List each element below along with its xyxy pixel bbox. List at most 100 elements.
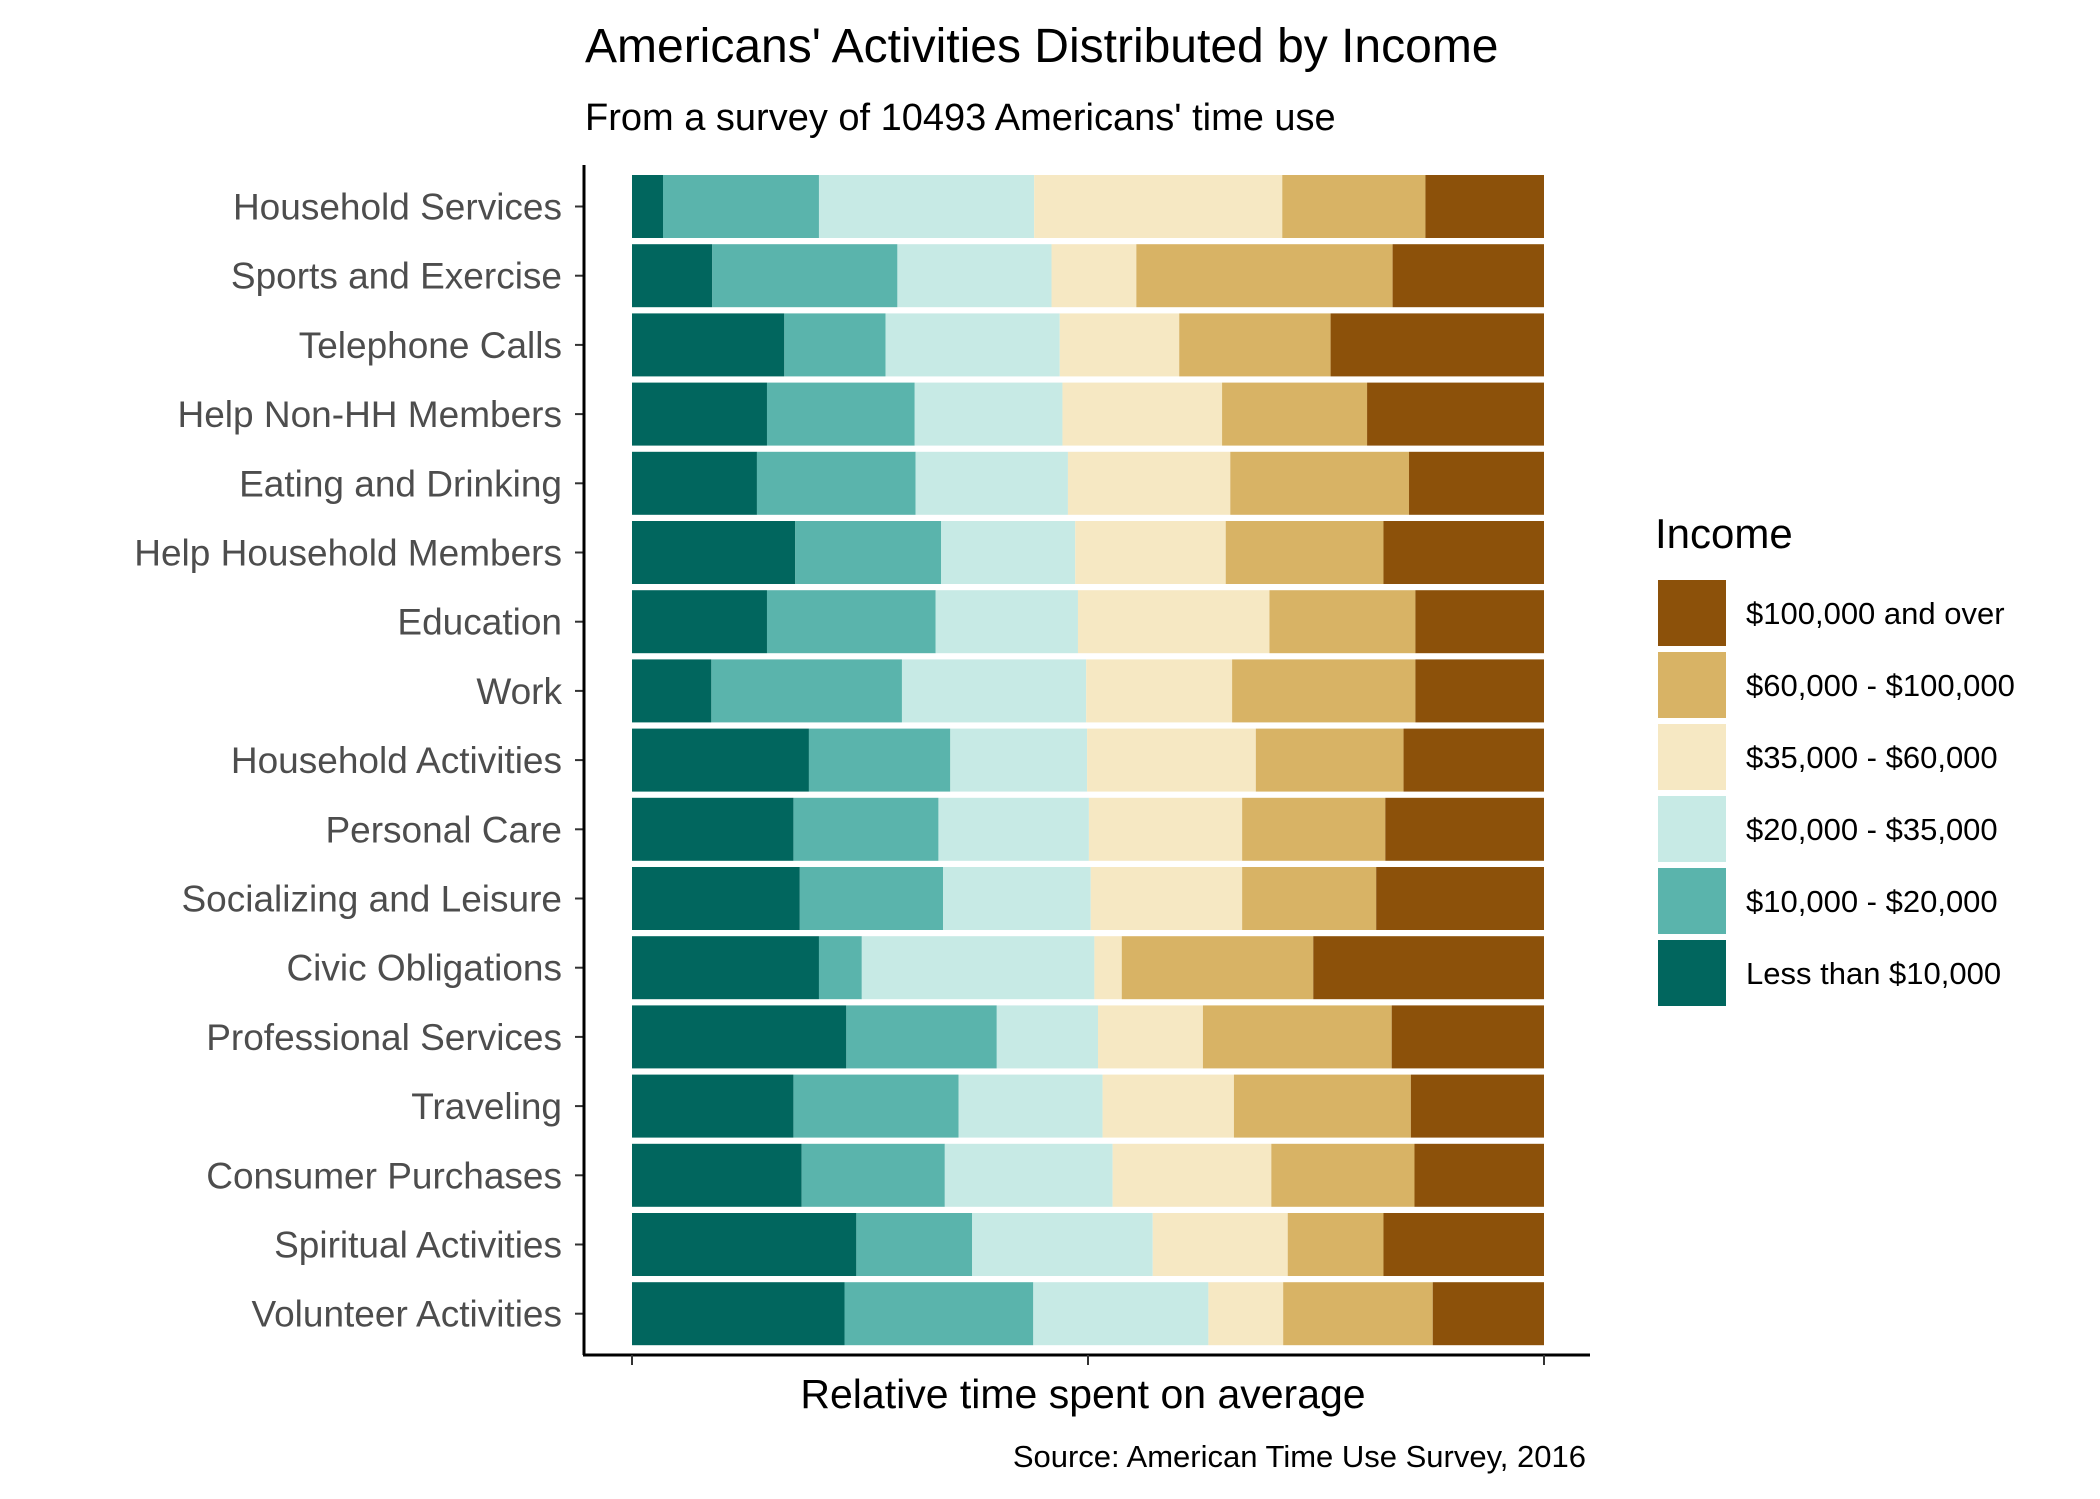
bar-volunteer-activities-60-000-100-000 — [1283, 1282, 1433, 1346]
bar-spiritual-activities-10-000-20-000 — [856, 1213, 973, 1276]
bar-traveling-10-000-20-000 — [793, 1074, 959, 1138]
bar-socializing-and-leisure-35-000-60-000 — [1090, 867, 1243, 930]
axes — [575, 165, 1590, 1365]
bar-consumer-purchases-10-000-20-000 — [801, 1143, 945, 1207]
bar-volunteer-activities-35-000-60-000 — [1208, 1282, 1284, 1346]
category-labels: Household Services Sports and Exercise Tel… — [134, 187, 562, 1335]
caption: Source: American Time Use Survey, 2016 — [1013, 1439, 1586, 1474]
bar-consumer-purchases-35-000-60-000 — [1112, 1143, 1272, 1207]
chart-subtitle: From a survey of 10493 Americans' time u… — [585, 97, 1336, 139]
bar-consumer-purchases-less-than-10-000 — [632, 1143, 802, 1207]
legend-swatch-less-than-10-000 — [1658, 940, 1726, 1006]
bar-telephone-calls-35-000-60-000 — [1059, 313, 1180, 377]
bar-sports-and-exercise-less-than-10-000 — [632, 244, 713, 308]
category-label: Telephone Calls — [299, 325, 562, 366]
bar-professional-services-20-000-35-000 — [996, 1005, 1099, 1069]
bar-traveling-20-000-35-000 — [958, 1074, 1103, 1138]
category-label: Personal Care — [325, 809, 562, 850]
bar-help-non-hh-members-20-000-35-000 — [914, 382, 1063, 446]
bar-help-household-members-20-000-35-000 — [941, 521, 1076, 584]
bar-eating-and-drinking-35-000-60-000 — [1067, 451, 1231, 515]
legend-label: $60,000 - $100,000 — [1746, 668, 2015, 703]
bar-personal-care-20-000-35-000 — [938, 797, 1089, 861]
bar-work-60-000-100-000 — [1232, 659, 1416, 723]
bar-education-60-000-100-000 — [1269, 590, 1416, 654]
category-label: Volunteer Activities — [251, 1294, 562, 1335]
bar-education-10-000-20-000 — [766, 590, 936, 654]
bar-traveling-35-000-60-000 — [1102, 1074, 1234, 1138]
category-label: Sports and Exercise — [231, 256, 562, 297]
bar-telephone-calls-20-000-35-000 — [885, 313, 1060, 377]
bar-sports-and-exercise-10-000-20-000 — [712, 244, 898, 308]
legend-swatch-20-000-35-000 — [1658, 796, 1726, 862]
bar-civic-obligations-60-000-100-000 — [1121, 936, 1314, 1000]
bar-sports-and-exercise-60-000-100-000 — [1136, 244, 1393, 308]
bar-household-activities-less-than-10-000 — [632, 728, 809, 792]
bar-eating-and-drinking-60-000-100-000 — [1230, 451, 1410, 515]
bar-eating-and-drinking-less-than-10-000 — [632, 451, 757, 515]
bar-volunteer-activities-less-than-10-000 — [632, 1282, 845, 1346]
legend-label: $35,000 - $60,000 — [1746, 740, 1998, 775]
bar-civic-obligations-35-000-60-000 — [1094, 936, 1122, 1000]
legend-swatch-35-000-60-000 — [1658, 724, 1726, 790]
category-label: Traveling — [411, 1086, 562, 1127]
bar-socializing-and-leisure-20-000-35-000 — [942, 867, 1091, 930]
bar-household-services-20-000-35-000 — [818, 175, 1035, 238]
bar-socializing-and-leisure-100-000-and-over — [1376, 867, 1544, 930]
bar-sports-and-exercise-20-000-35-000 — [897, 244, 1052, 308]
x-axis-label: Relative time spent on average — [800, 1371, 1365, 1417]
category-label: Professional Services — [206, 1017, 562, 1058]
bar-socializing-and-leisure-less-than-10-000 — [632, 867, 800, 930]
bar-sports-and-exercise-100-000-and-over — [1392, 244, 1544, 308]
bar-volunteer-activities-100-000-and-over — [1432, 1282, 1544, 1346]
bar-consumer-purchases-20-000-35-000 — [944, 1143, 1113, 1207]
bar-eating-and-drinking-20-000-35-000 — [915, 451, 1068, 515]
category-label: Eating and Drinking — [239, 463, 562, 504]
legend-swatch-60-000-100-000 — [1658, 652, 1726, 718]
category-label: Work — [476, 671, 562, 712]
bar-household-activities-35-000-60-000 — [1087, 728, 1256, 792]
bar-traveling-100-000-and-over — [1410, 1074, 1544, 1138]
bar-spiritual-activities-60-000-100-000 — [1287, 1213, 1384, 1276]
bar-telephone-calls-10-000-20-000 — [784, 313, 886, 377]
category-label: Education — [397, 602, 562, 643]
category-label: Household Services — [233, 187, 562, 228]
legend-title: Income — [1655, 510, 1793, 557]
legend-label: $20,000 - $35,000 — [1746, 812, 1998, 847]
bar-help-household-members-35-000-60-000 — [1075, 521, 1226, 584]
bar-help-household-members-100-000-and-over — [1383, 521, 1544, 584]
bar-eating-and-drinking-10-000-20-000 — [756, 451, 916, 515]
bar-work-35-000-60-000 — [1086, 659, 1233, 723]
bar-spiritual-activities-35-000-60-000 — [1152, 1213, 1288, 1276]
bar-help-household-members-10-000-20-000 — [795, 521, 942, 584]
bar-telephone-calls-less-than-10-000 — [632, 313, 785, 377]
bar-spiritual-activities-less-than-10-000 — [632, 1213, 857, 1276]
bar-personal-care-100-000-and-over — [1385, 797, 1544, 861]
bar-household-services-35-000-60-000 — [1034, 175, 1283, 238]
bar-traveling-60-000-100-000 — [1233, 1074, 1411, 1138]
bar-education-20-000-35-000 — [935, 590, 1078, 654]
bar-professional-services-less-than-10-000 — [632, 1005, 847, 1069]
legend: $100,000 and over $60,000 - $100,000 $35,0… — [1658, 580, 2015, 1006]
bar-personal-care-less-than-10-000 — [632, 797, 794, 861]
category-label: Help Household Members — [134, 533, 562, 574]
bar-personal-care-35-000-60-000 — [1088, 797, 1243, 861]
bar-civic-obligations-20-000-35-000 — [861, 936, 1095, 1000]
legend-swatch-10-000-20-000 — [1658, 868, 1726, 934]
bar-work-less-than-10-000 — [632, 659, 712, 723]
category-label: Help Non-HH Members — [178, 394, 563, 435]
bar-education-less-than-10-000 — [632, 590, 767, 654]
bar-household-services-60-000-100-000 — [1282, 175, 1426, 238]
category-label: Spiritual Activities — [274, 1225, 562, 1266]
bar-help-non-hh-members-less-than-10-000 — [632, 382, 767, 446]
bar-spiritual-activities-100-000-and-over — [1383, 1213, 1544, 1276]
chart-title: Americans' Activities Distributed by Inc… — [585, 20, 1499, 73]
bar-professional-services-100-000-and-over — [1391, 1005, 1544, 1069]
bar-socializing-and-leisure-10-000-20-000 — [799, 867, 943, 930]
bar-help-non-hh-members-10-000-20-000 — [766, 382, 915, 446]
bar-household-activities-10-000-20-000 — [808, 728, 951, 792]
bar-work-10-000-20-000 — [711, 659, 902, 723]
bar-civic-obligations-less-than-10-000 — [632, 936, 819, 1000]
legend-label: Less than $10,000 — [1746, 956, 2001, 991]
